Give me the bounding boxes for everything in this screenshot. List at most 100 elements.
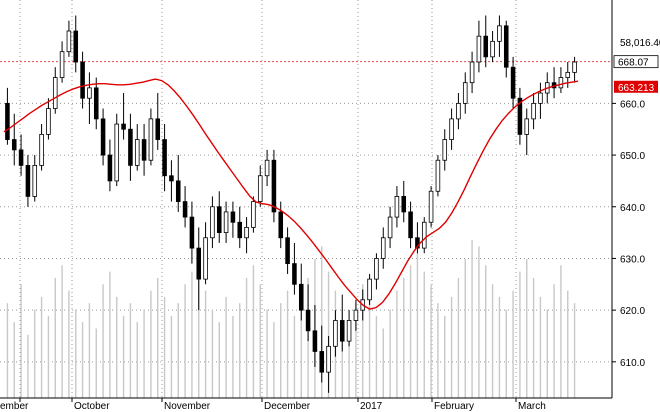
candle (312, 304, 318, 367)
candle (182, 186, 188, 228)
candle (421, 217, 427, 254)
candle-body (87, 87, 92, 99)
candle (59, 41, 65, 83)
candle-body (128, 128, 133, 166)
x-tick-label: December (264, 401, 311, 412)
candle-body (278, 211, 284, 239)
candle-body (5, 102, 10, 140)
x-tick-label: 2017 (360, 401, 383, 412)
candle (216, 191, 222, 243)
candle-body (462, 82, 468, 104)
last-price-label: 668.07 (618, 58, 649, 69)
candle (230, 201, 236, 238)
ma-value-label: 663.213 (618, 83, 655, 94)
candle (517, 87, 523, 145)
candle-body (456, 102, 461, 120)
candle-body (271, 159, 277, 213)
candle (415, 222, 420, 254)
y-tick-label: 610.0 (620, 358, 645, 369)
candle (189, 201, 195, 264)
y-tick-label: 620.0 (620, 306, 645, 317)
candle (175, 155, 181, 212)
candle (428, 186, 434, 228)
candle (339, 294, 345, 352)
last-price-badge (613, 55, 659, 69)
candle-body (469, 61, 475, 84)
y-tick-label: 660.0 (620, 99, 645, 110)
candle-body (333, 320, 338, 347)
candle (326, 335, 331, 393)
candle (483, 15, 489, 68)
candle (100, 108, 106, 166)
candle (503, 20, 509, 78)
x-tick-label: March (518, 401, 546, 412)
candle (5, 87, 10, 145)
candle (510, 56, 516, 109)
candle-body (517, 97, 523, 135)
candle-body (155, 118, 161, 140)
volume-bars (6, 240, 576, 398)
candle (476, 20, 482, 73)
candle-body (510, 66, 516, 99)
candle-body (237, 221, 243, 239)
candle-body (538, 92, 543, 104)
candle (538, 82, 543, 119)
candle-body (148, 118, 154, 161)
candle-body (80, 61, 85, 99)
candle (141, 124, 147, 176)
candle-body (312, 330, 318, 352)
candle (93, 77, 99, 130)
candle (380, 227, 386, 269)
candle-body (73, 30, 79, 63)
candle (442, 129, 448, 171)
candle-body (319, 351, 325, 373)
candle-body (497, 25, 502, 42)
candle (367, 273, 372, 305)
candle (298, 263, 304, 321)
x-axis-ticks: ember October November December 2017 February… (0, 398, 546, 412)
candle (346, 310, 352, 347)
candle-body (18, 149, 24, 166)
candle (46, 98, 51, 140)
candle-body (408, 211, 413, 239)
candle-body (565, 71, 571, 78)
candle (121, 93, 126, 140)
candle-body (244, 227, 249, 239)
candle-body (162, 139, 167, 177)
candle (73, 15, 79, 73)
candle (223, 201, 229, 243)
candle (237, 206, 243, 249)
candle (531, 93, 536, 130)
candle-body (66, 30, 72, 53)
candle (462, 72, 468, 114)
candle (305, 284, 311, 342)
candle (203, 222, 208, 285)
candle (39, 124, 44, 171)
candle-body (52, 77, 58, 109)
candle-body (442, 139, 448, 161)
candle-body (483, 35, 489, 58)
candle-body (346, 320, 352, 342)
candle-body (292, 263, 297, 285)
candle-body (59, 51, 65, 78)
candle-body (121, 123, 126, 130)
candle (490, 31, 495, 63)
y-tick-label: 640.0 (620, 203, 645, 214)
x-tick-label: October (74, 401, 110, 412)
candle (18, 134, 24, 176)
candle-body (558, 77, 564, 89)
candle (401, 180, 407, 223)
candle (558, 67, 564, 94)
candle-body (100, 118, 106, 156)
candle (25, 155, 31, 207)
y-axis-ticks: 610.0 620.0 630.0 640.0 650.0 660.0 (612, 99, 645, 369)
candle (134, 124, 140, 171)
candle-body (298, 283, 304, 311)
x-tick-label: November (164, 401, 211, 412)
candle (11, 113, 17, 166)
candle (319, 325, 325, 383)
candle-body (175, 180, 181, 202)
candle-body (25, 165, 31, 197)
candle-body (326, 345, 331, 373)
candle-body (490, 40, 495, 58)
